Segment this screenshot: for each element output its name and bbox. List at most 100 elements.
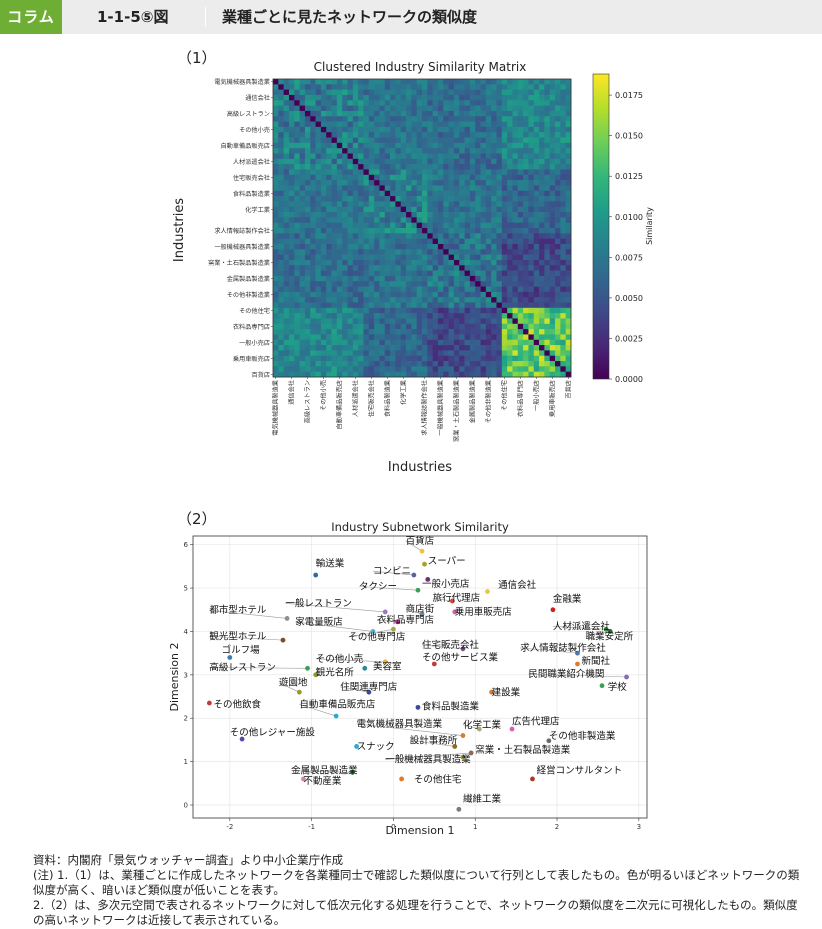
- heatmap-cell: [299, 212, 306, 218]
- heatmap-cell: [379, 196, 386, 202]
- heatmap-cell: [512, 371, 519, 378]
- heatmap-cell: [299, 371, 306, 378]
- heatmap-cell: [400, 323, 407, 330]
- heatmap-cell: [560, 126, 567, 133]
- heatmap-cell: [469, 302, 476, 309]
- heatmap-cell: [320, 329, 327, 335]
- heatmap-cell: [459, 110, 465, 117]
- scatter-point-label: 住関連専門店: [340, 681, 397, 693]
- heatmap-cell: [331, 339, 338, 346]
- heatmap-cell: [560, 79, 567, 85]
- heatmap-cell: [491, 265, 497, 271]
- heatmap-cell: [384, 105, 391, 112]
- heatmap-cell: [273, 110, 279, 117]
- colorbar-tick-label: 0.0025: [615, 334, 643, 343]
- heatmap-cell: [517, 206, 524, 213]
- heatmap-cell: [400, 84, 407, 90]
- heatmap-cell: [549, 228, 556, 234]
- heatmap-cell: [336, 329, 343, 335]
- heatmap-cell: [379, 110, 386, 117]
- heatmap-cell: [464, 323, 471, 330]
- heatmap-cell: [400, 126, 407, 133]
- heatmap-xlabel: Industries: [388, 460, 452, 475]
- heatmap-cell: [544, 169, 551, 176]
- heatmap-cell: [491, 110, 497, 117]
- heatmap-cell: [448, 297, 455, 303]
- heatmap-cell: [363, 243, 370, 250]
- heatmap-cell: [528, 270, 535, 277]
- heatmap-cell: [480, 84, 487, 90]
- heatmap-cell: [469, 350, 476, 357]
- colorbar-tick-label: 0.0125: [615, 172, 643, 181]
- heatmap-cell: [448, 238, 455, 245]
- heatmap-cell: [273, 313, 279, 319]
- heatmap-cell: [384, 291, 391, 298]
- heatmap-cell: [464, 105, 471, 112]
- heatmap-cell: [491, 286, 497, 293]
- heatmap-cell: [331, 286, 338, 293]
- heatmap-cell: [411, 190, 418, 197]
- heatmap-cell: [544, 89, 551, 96]
- heatmap-cell: [528, 116, 535, 122]
- heatmap-cell: [437, 318, 444, 325]
- heatmap-cell: [347, 153, 354, 160]
- heatmap-cell: [411, 270, 418, 277]
- heatmap-cell: [379, 291, 386, 298]
- heatmap-cell: [374, 84, 380, 90]
- colorbar: [592, 73, 610, 380]
- heatmap-cell: [320, 142, 327, 149]
- heatmap-cell: [523, 291, 529, 298]
- heatmap-cell: [528, 281, 535, 287]
- heatmap-cell: [395, 222, 402, 229]
- heatmap-cell: [363, 259, 370, 266]
- heatmap-cell: [326, 318, 332, 325]
- heatmap-cell: [294, 254, 300, 261]
- heatmap-cell: [331, 190, 338, 197]
- heatmap-cell: [310, 350, 316, 357]
- heatmap-cell: [395, 329, 402, 335]
- heatmap-cell: [283, 350, 290, 357]
- heatmap-cell: [432, 265, 439, 271]
- heatmap-cell: [400, 79, 407, 85]
- heatmap-cell: [352, 281, 359, 287]
- heatmap-cell: [549, 270, 556, 277]
- heatmap-cell: [443, 361, 449, 367]
- heatmap-cell: [347, 318, 354, 325]
- heatmap-cell: [326, 100, 332, 106]
- heatmap-cell: [555, 180, 561, 186]
- heatmap-cell: [379, 249, 386, 255]
- heatmap-cell: [453, 190, 460, 197]
- heatmap-cell: [485, 164, 492, 170]
- heatmap-cell: [379, 132, 386, 138]
- heatmap-cell: [273, 345, 279, 351]
- heatmap-cell: [523, 355, 529, 362]
- heatmap-cell: [294, 190, 300, 197]
- heatmap-cell: [347, 334, 354, 341]
- heatmap-cell: [464, 259, 471, 266]
- heatmap-cell: [480, 185, 487, 192]
- heatmap-cell: [464, 180, 471, 186]
- heatmap-cell: [347, 323, 354, 330]
- heatmap-cell: [411, 334, 418, 341]
- scatter-point: [415, 704, 421, 710]
- heatmap-cell: [544, 297, 551, 303]
- heatmap-cell: [406, 217, 412, 224]
- heatmap-cell: [427, 228, 433, 234]
- heatmap-cell: [512, 174, 519, 181]
- heatmap-cell: [384, 148, 391, 154]
- heatmap-cell: [480, 196, 487, 202]
- heatmap-cell: [491, 318, 497, 325]
- heatmap-cell: [358, 313, 364, 319]
- heatmap-cell: [384, 79, 391, 85]
- heatmap-cell: [352, 233, 359, 239]
- heatmap-cell: [336, 94, 343, 101]
- heatmap-cell: [288, 100, 295, 106]
- heatmap-cell: [400, 297, 407, 303]
- heatmap-cell: [437, 249, 444, 255]
- label-leader-line: [209, 609, 288, 619]
- heatmap-cell: [310, 254, 316, 261]
- heatmap-cell: [480, 329, 487, 335]
- heatmap-cell: [539, 291, 545, 298]
- heatmap-cell: [560, 228, 567, 234]
- heatmap-cell: [320, 238, 327, 245]
